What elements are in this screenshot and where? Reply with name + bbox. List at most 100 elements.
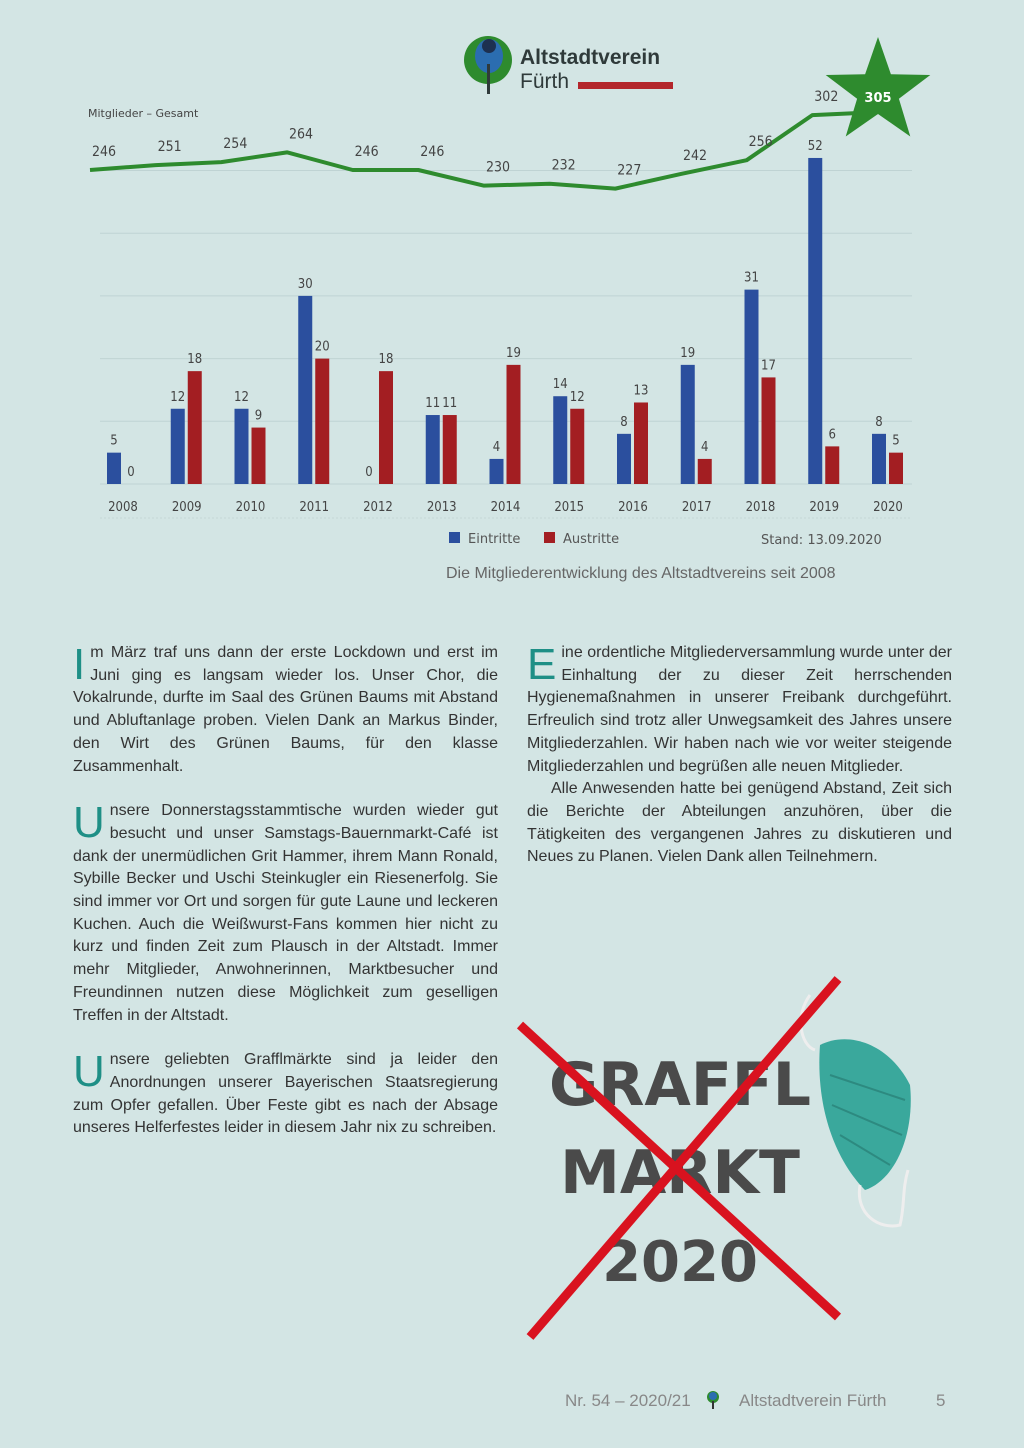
bar-data-label: 4 xyxy=(493,440,500,455)
logo-subtitle: Fürth xyxy=(520,70,570,93)
bar-data-label: 8 xyxy=(875,415,882,430)
x-tick-label: 2011 xyxy=(299,500,329,515)
cross-icon xyxy=(516,976,842,1340)
x-tick-label: 2010 xyxy=(236,500,266,515)
membership-chart: 2008502009121820101292011302020120182013… xyxy=(88,37,931,548)
bar-data-label: 6 xyxy=(829,427,836,442)
bar-data-label: 4 xyxy=(701,440,708,455)
line-data-label: 246 xyxy=(92,144,116,160)
bar-austritte xyxy=(506,364,521,484)
bar-data-label: 52 xyxy=(808,139,823,154)
star-label: 305 xyxy=(864,91,891,106)
total-members-line xyxy=(89,110,879,191)
x-tick-label: 2009 xyxy=(172,500,202,515)
footer-org: Altstadtverein Fürth xyxy=(739,1391,887,1410)
stand-date: Stand: 13.09.2020 xyxy=(761,533,882,548)
bar-austritte xyxy=(570,408,585,484)
bar-eintritte xyxy=(170,408,185,484)
line-data-label: 264 xyxy=(289,126,313,142)
logo-url-strip xyxy=(578,82,673,89)
line-data-label: 254 xyxy=(223,136,247,152)
legend-swatch xyxy=(544,532,555,543)
bar-data-label: 18 xyxy=(187,352,202,367)
bar-data-label: 5 xyxy=(892,434,899,449)
chart-caption: Die Mitgliederentwicklung des Altstadtve… xyxy=(446,565,836,582)
x-tick-label: 2008 xyxy=(108,500,138,515)
graphic-line-3: 2020 xyxy=(602,1230,758,1295)
bar-austritte xyxy=(442,415,457,484)
paragraph-text: nsere geliebten Grafflmärkte sind ja lei… xyxy=(73,1051,498,1137)
bar-data-label: 12 xyxy=(570,390,585,405)
bar-austritte xyxy=(634,402,648,484)
logo-title: Altstadtverein xyxy=(520,46,661,69)
bar-austritte xyxy=(187,371,202,484)
page-number: 5 xyxy=(936,1391,946,1410)
line-data-label: 227 xyxy=(617,163,641,179)
bar-data-label: 0 xyxy=(365,465,372,480)
line-data-label: 242 xyxy=(683,148,707,164)
line-title: Mitglieder – Gesamt xyxy=(88,107,199,120)
bar-austritte xyxy=(825,446,840,484)
drop-cap: I xyxy=(73,640,86,689)
bar-eintritte xyxy=(553,396,568,484)
logo-icon xyxy=(462,34,518,101)
bar-data-label: 9 xyxy=(255,409,262,424)
line-data-label: 251 xyxy=(158,139,182,155)
graffl-markt-cancelled-graphic: GRAFFL MARKT 2020 xyxy=(516,976,911,1340)
line-data-label: 256 xyxy=(749,134,773,150)
line-data-label: 302 xyxy=(814,89,838,105)
x-tick-label: 2014 xyxy=(491,500,521,515)
bar-eintritte xyxy=(617,433,631,484)
bar-data-label: 11 xyxy=(442,396,457,411)
bar-eintritte xyxy=(872,433,886,484)
paragraph-text: nsere Donnerstagsstammtische wurden wied… xyxy=(73,802,498,1024)
legend-swatch xyxy=(449,532,460,543)
bar-austritte xyxy=(251,427,266,484)
bar-data-label: 0 xyxy=(127,465,134,480)
x-tick-label: 2013 xyxy=(427,500,457,515)
bar-data-label: 5 xyxy=(110,434,117,449)
legend-label: Austritte xyxy=(563,532,619,547)
bar-austritte xyxy=(889,452,903,484)
paragraph-text: ine ordentliche Mitgliederversammlung wu… xyxy=(527,644,952,775)
bar-data-label: 12 xyxy=(234,390,249,405)
drop-cap: U xyxy=(73,798,105,848)
x-tick-label: 2019 xyxy=(809,500,839,515)
bar-data-label: 14 xyxy=(553,377,568,392)
bar-data-label: 12 xyxy=(170,390,185,405)
x-tick-label: 2016 xyxy=(618,500,648,515)
x-tick-label: 2012 xyxy=(363,500,393,515)
face-mask-icon xyxy=(799,994,911,1228)
paragraph-text: m März traf uns dann der erste Lockdown … xyxy=(73,644,498,775)
bar-data-label: 19 xyxy=(506,346,521,361)
x-tick-label: 2020 xyxy=(873,500,903,515)
bar-austritte xyxy=(761,377,776,484)
bar-data-label: 13 xyxy=(634,383,649,398)
drop-cap: U xyxy=(73,1047,105,1097)
bar-eintritte xyxy=(680,364,695,484)
x-tick-label: 2015 xyxy=(554,500,584,515)
bar-eintritte xyxy=(425,415,440,484)
bar-eintritte xyxy=(744,289,759,484)
bar-eintritte xyxy=(107,452,121,484)
bar-data-label: 31 xyxy=(744,271,759,286)
bar-data-label: 17 xyxy=(761,358,776,373)
bar-data-label: 19 xyxy=(680,346,695,361)
bar-eintritte xyxy=(489,458,504,484)
bar-data-label: 11 xyxy=(425,396,440,411)
star-icon xyxy=(825,37,931,137)
bar-eintritte xyxy=(808,157,823,484)
line-data-label: 246 xyxy=(355,144,379,160)
bar-data-label: 8 xyxy=(620,415,627,430)
bar-eintritte xyxy=(298,295,313,484)
legend-label: Eintritte xyxy=(468,532,520,547)
bar-data-label: 20 xyxy=(315,340,330,355)
bar-data-label: 18 xyxy=(379,352,394,367)
bar-data-label: 30 xyxy=(298,277,313,292)
line-data-label: 230 xyxy=(486,160,510,176)
